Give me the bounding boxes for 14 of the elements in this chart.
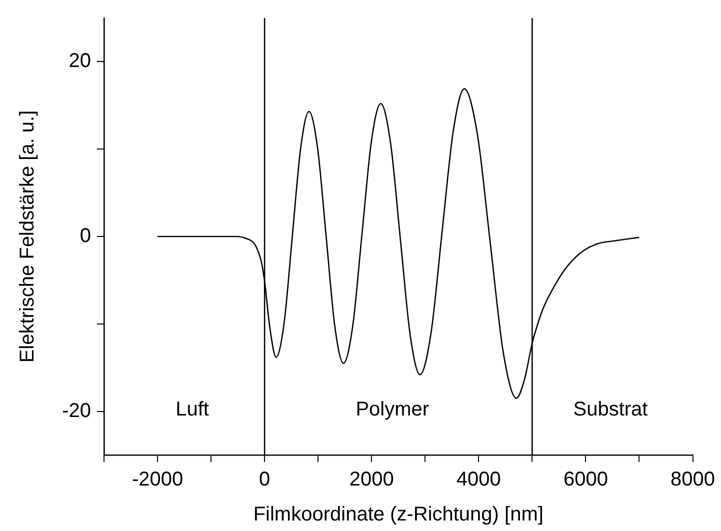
x-tick-label: 0	[259, 468, 270, 491]
y-tick-label: 20	[68, 50, 91, 72]
x-tick-label: 8000	[670, 468, 716, 491]
x-tick-label: 2000	[349, 468, 394, 491]
x-tick-label: 6000	[563, 468, 608, 491]
x-tick-label: 4000	[456, 468, 501, 491]
annotation: Polymer	[356, 398, 430, 421]
annotation: Substrat	[573, 398, 648, 421]
x-tick-label: -2000	[132, 468, 184, 491]
y-tick-label: -20	[62, 400, 91, 422]
annotation: Luft	[176, 398, 210, 421]
x-axis-title: Filmkoordinate (z-Richtung) [nm]	[253, 504, 544, 526]
y-axis-title: Elektrische Feldstärke [a. u.]	[16, 110, 39, 363]
y-tick-label: 0	[80, 225, 91, 248]
